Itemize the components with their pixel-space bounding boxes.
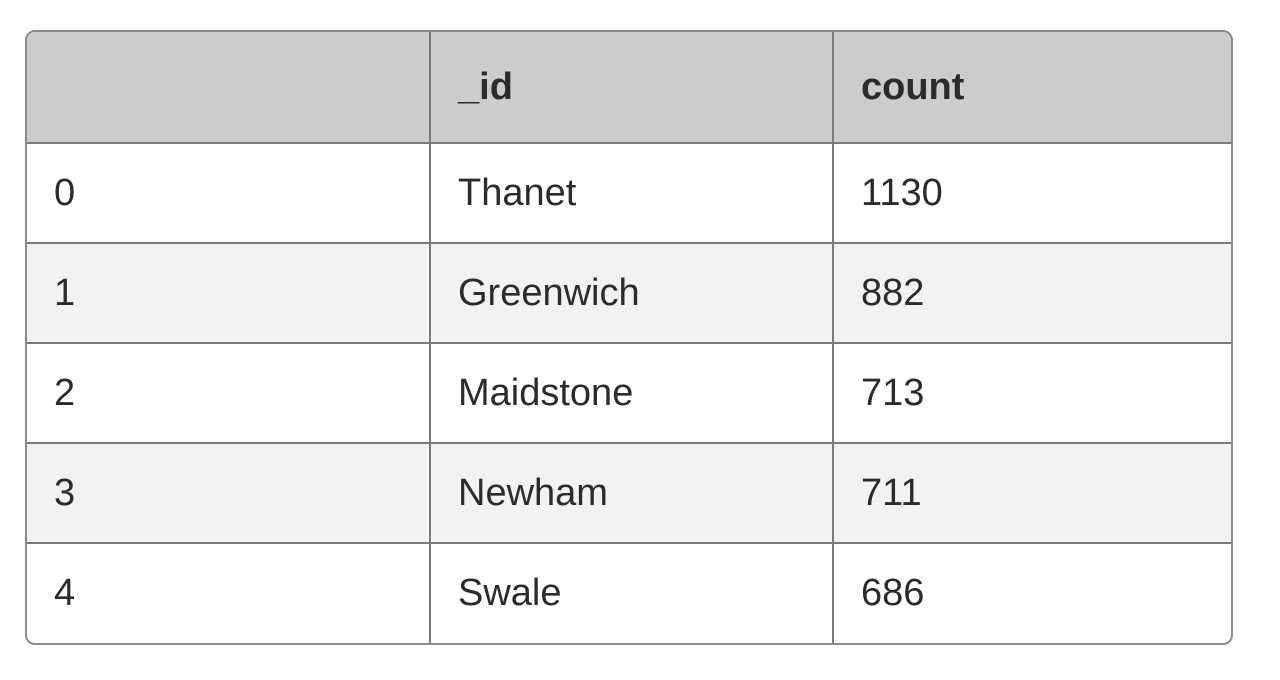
table-row: 2 Maidstone 713 [27, 343, 1231, 444]
cell-count: 882 [833, 243, 1231, 344]
table-body: 0 Thanet 1130 1 Greenwich 882 2 Maidston… [27, 143, 1231, 643]
cell-index: 4 [27, 543, 431, 643]
cell-count: 713 [833, 343, 1231, 444]
data-table: _id count 0 Thanet 1130 1 Greenwich 882 … [25, 30, 1233, 645]
cell-index: 1 [27, 243, 431, 344]
header-count: count [833, 32, 1231, 144]
cell-id: Newham [430, 443, 834, 544]
cell-id: Swale [430, 543, 834, 643]
results-table: _id count 0 Thanet 1130 1 Greenwich 882 … [27, 32, 1231, 643]
table-row: 1 Greenwich 882 [27, 243, 1231, 344]
cell-count: 1130 [833, 143, 1231, 244]
cell-id: Maidstone [430, 343, 834, 444]
header-row: _id count [27, 32, 1231, 144]
table-header: _id count [27, 32, 1231, 144]
cell-id: Thanet [430, 143, 834, 244]
cell-count: 711 [833, 443, 1231, 544]
table-row: 0 Thanet 1130 [27, 143, 1231, 244]
table-row: 4 Swale 686 [27, 543, 1231, 643]
cell-index: 0 [27, 143, 431, 244]
cell-id: Greenwich [430, 243, 834, 344]
cell-count: 686 [833, 543, 1231, 643]
table-row: 3 Newham 711 [27, 443, 1231, 544]
cell-index: 2 [27, 343, 431, 444]
header-id: _id [430, 32, 834, 144]
cell-index: 3 [27, 443, 431, 544]
header-index [27, 32, 431, 144]
